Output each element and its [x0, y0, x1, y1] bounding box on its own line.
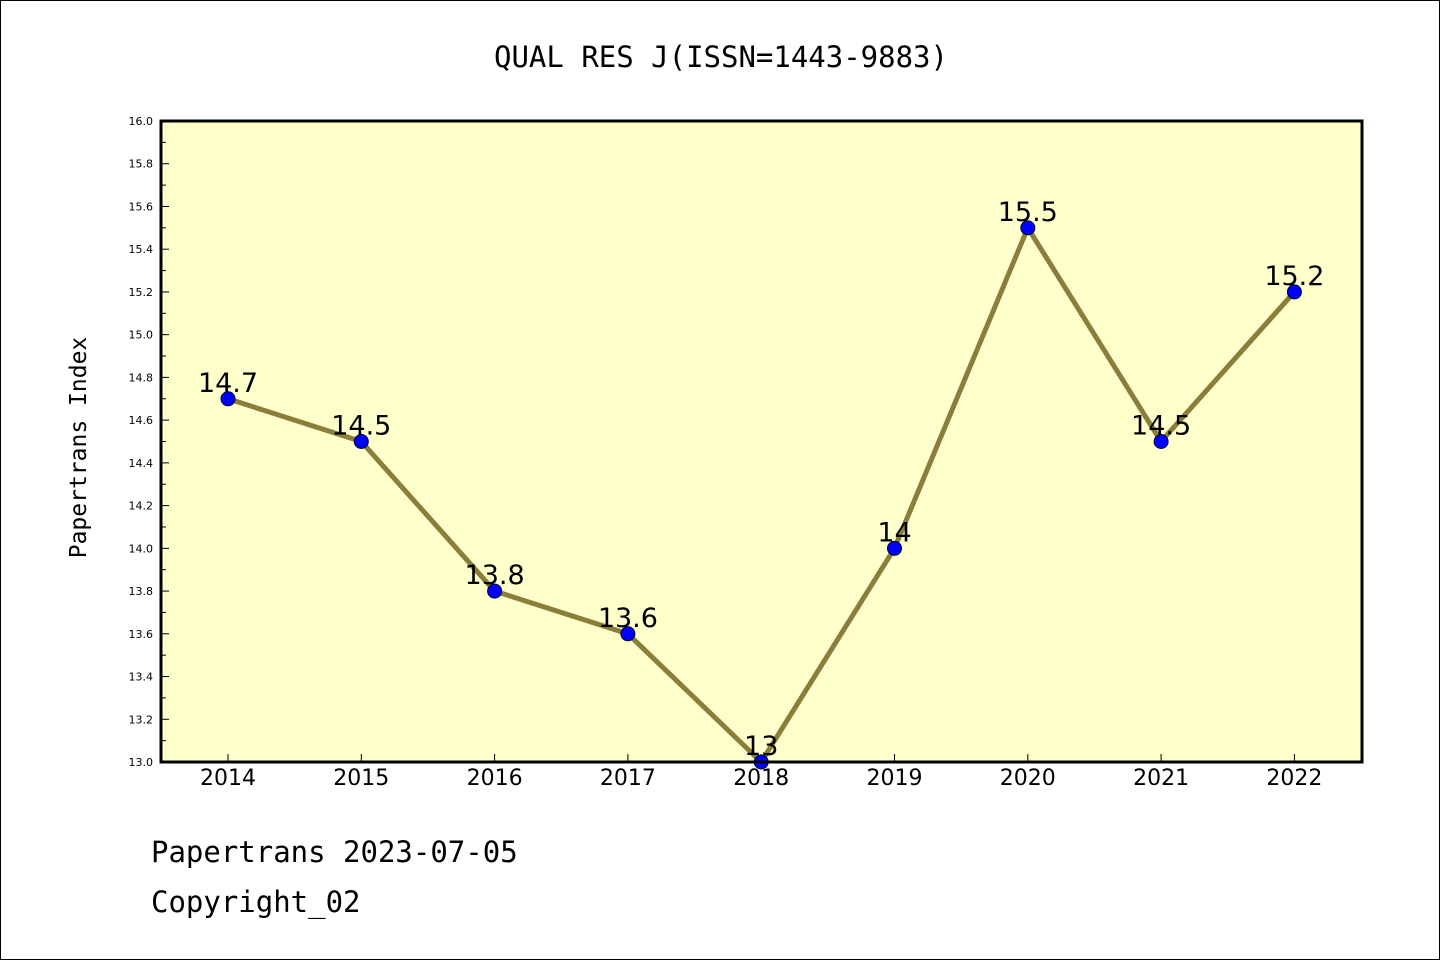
y-tick-label: 13.6: [129, 628, 154, 641]
data-point: [620, 626, 636, 642]
data-label: 13.8: [465, 560, 525, 591]
y-tick-label: 13.8: [129, 585, 154, 598]
y-tick-label: 14.2: [129, 500, 154, 513]
data-point: [887, 540, 902, 556]
y-tick-label: 14.0: [129, 542, 154, 555]
data-label: 14.7: [198, 368, 258, 399]
data-label: 15.2: [1264, 261, 1324, 292]
data-label: 14: [877, 517, 911, 548]
x-tick-label: 2016: [467, 766, 523, 791]
y-tick-label: 13.2: [129, 713, 154, 726]
footer-date: Papertrans 2023-07-05: [151, 835, 518, 869]
plot-border: [159, 119, 1364, 764]
data-point: [220, 391, 236, 407]
data-label: 13.6: [598, 603, 658, 634]
data-label: 14.5: [331, 411, 391, 442]
y-tick-label: 16.0: [129, 115, 154, 128]
x-tick-label: 2019: [867, 766, 923, 791]
y-tick-label: 13.0: [129, 756, 154, 769]
x-tick-label: 2022: [1266, 766, 1322, 791]
y-tick-label: 15.6: [129, 200, 154, 213]
plot-area: [161, 121, 1362, 762]
x-tick-label: 2018: [733, 766, 789, 791]
x-tick-label: 2017: [600, 766, 656, 791]
footer-copyright: Copyright_02: [151, 885, 361, 919]
x-tick-label: 2015: [333, 766, 389, 791]
y-tick-label: 15.0: [129, 329, 154, 342]
x-tick-label: 2021: [1133, 766, 1189, 791]
data-point: [1020, 220, 1036, 236]
data-point: [1153, 434, 1169, 449]
y-tick-label: 14.4: [129, 457, 154, 470]
y-tick-label: 15.8: [129, 158, 154, 171]
data-label: 14.5: [1131, 411, 1191, 442]
data-label: 15.5: [998, 197, 1058, 228]
y-tick-label: 15.4: [129, 243, 154, 256]
y-tick-label: 14.6: [129, 414, 154, 427]
data-label: 13: [744, 731, 778, 762]
x-tick-label: 2020: [1000, 766, 1056, 791]
data-point: [487, 583, 503, 599]
chart-title: QUAL RES J(ISSN=1443-9883): [494, 40, 948, 74]
y-tick-label: 13.4: [129, 671, 154, 684]
data-point: [1286, 284, 1302, 300]
y-tick-label: 14.8: [129, 371, 154, 384]
data-point: [353, 434, 369, 449]
y-tick-label: 15.2: [129, 286, 154, 299]
x-tick-label: 2014: [200, 766, 256, 791]
y-axis-label: Papertrans Index: [66, 337, 92, 559]
